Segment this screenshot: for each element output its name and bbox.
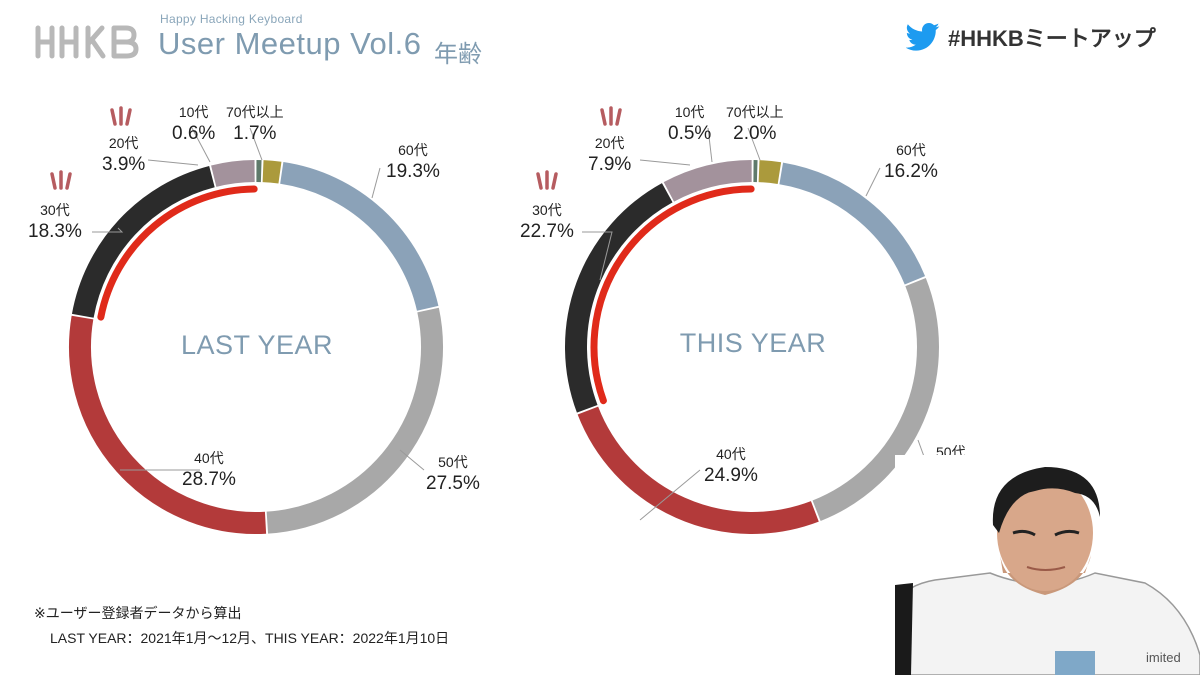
donut-slice-70plus (262, 160, 282, 184)
category-name: 60代 (398, 142, 428, 158)
category-value: 18.3% (28, 221, 82, 242)
category-value: 2.0% (733, 123, 777, 144)
label-30s-last: 30代 18.3% (28, 200, 82, 243)
category-value: 24.9% (704, 465, 758, 486)
category-value: 0.5% (668, 123, 712, 144)
emphasis-ticks-20s-last (110, 106, 132, 126)
label-60s-last: 60代 19.3% (386, 140, 440, 183)
highlight-arc-20s-30s (97, 185, 258, 321)
label-20s-last: 20代 3.9% (102, 133, 145, 176)
category-value: 28.7% (182, 469, 236, 490)
leader-line (249, 127, 263, 161)
label-70plus-last: 70代以上 1.7% (226, 102, 284, 145)
category-value: 16.2% (884, 161, 938, 182)
leader-line (747, 127, 761, 161)
donut-slice-70plus (758, 160, 782, 185)
twitter-bird-icon (906, 22, 940, 51)
category-name: 10代 (178, 104, 209, 120)
donut-slice-40s (577, 406, 819, 534)
donut-slice-60s (280, 162, 439, 311)
highlight-arc-20s-30s (590, 185, 755, 405)
center-label-last-year: LAST YEAR (180, 330, 334, 360)
category-name: 30代 (532, 202, 562, 218)
label-40s-last: 40代 28.7% (182, 448, 236, 491)
hashtag: #HHKBミートアップ (948, 26, 1156, 51)
center-label-this-year: THIS YEAR (679, 328, 827, 358)
label-30s-this: 30代 22.7% (520, 200, 574, 243)
category-name: 20代 (594, 135, 625, 151)
donut-slice-30s (565, 183, 673, 413)
donut-slice-20s (211, 160, 255, 187)
hashtag-block: #HHKBミートアップ (906, 20, 1156, 54)
event-title: User Meetup Vol.6 (158, 26, 422, 61)
webcam-corner-text: imited (1146, 650, 1181, 665)
category-name: 30代 (40, 202, 70, 218)
emphasis-ticks-30s-last (50, 170, 72, 190)
leader-line (639, 159, 691, 166)
category-value: 19.3% (386, 161, 440, 182)
label-10s-last: 10代 0.6% (172, 102, 215, 145)
footnote-periods: LAST YEAR：2021年1月～12月、THIS YEAR：2022年1月1… (50, 630, 450, 646)
label-40s-this: 40代 24.9% (704, 444, 758, 487)
donut-slice-60s (779, 162, 926, 285)
label-60s-this: 60代 16.2% (884, 140, 938, 183)
label-10s-this: 10代 0.5% (668, 102, 711, 145)
footnote-source: ※ユーザー登録者データから算出 (34, 605, 242, 621)
donut-slice-20s (663, 160, 752, 202)
donut-slice-40s (69, 315, 267, 534)
category-value: 1.7% (233, 123, 277, 144)
category-value: 27.5% (426, 473, 480, 494)
hhkb-logo (34, 22, 140, 62)
category-name: 70代以上 (226, 104, 284, 120)
leader-line (92, 227, 124, 233)
leader-line (371, 167, 381, 199)
category-name: 10代 (674, 104, 705, 120)
emphasis-ticks-20s-this (600, 106, 622, 126)
sub-brand: Happy Hacking Keyboard (160, 12, 303, 26)
presenter-avatar-icon (895, 455, 1200, 675)
category-name: 20代 (108, 135, 139, 151)
category-value: 7.9% (588, 154, 632, 175)
emphasis-ticks-30s-this (536, 170, 558, 190)
category-value: 22.7% (520, 221, 574, 242)
label-70plus-this: 70代以上 2.0% (726, 102, 784, 145)
category-name: 40代 (194, 450, 224, 466)
category-name: 40代 (716, 446, 746, 462)
category-name: 50代 (438, 454, 468, 470)
leader-line (147, 159, 199, 166)
leader-line (191, 127, 211, 163)
category-name: 60代 (896, 142, 926, 158)
leader-line (582, 231, 613, 281)
label-50s-last: 50代 27.5% (426, 452, 480, 495)
label-20s-this: 20代 7.9% (588, 133, 631, 176)
category-value: 0.6% (172, 123, 216, 144)
donut-slice-30s (71, 165, 215, 318)
category-value: 3.9% (102, 154, 146, 175)
category-name: 70代以上 (726, 104, 784, 120)
presenter-webcam (895, 455, 1200, 675)
page-topic: 年齢 (434, 41, 482, 68)
leader-line (865, 167, 881, 197)
leader-line (707, 127, 713, 163)
leader-line (399, 449, 425, 471)
leader-line (639, 469, 701, 521)
hhkb-logo-icon (35, 25, 139, 59)
donut-slice-50s (266, 307, 443, 534)
